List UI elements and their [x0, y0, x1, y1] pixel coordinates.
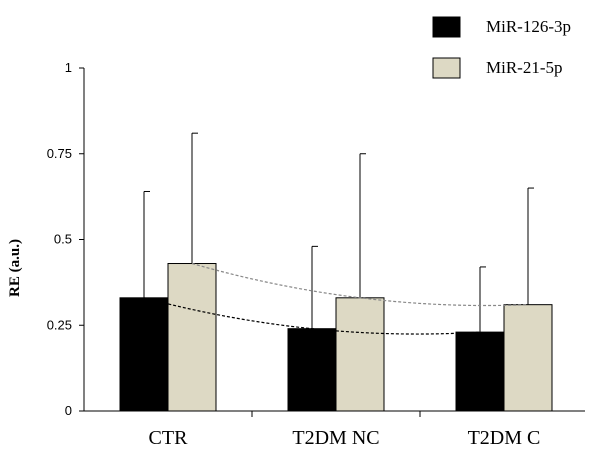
legend-label: MiR-21-5p [486, 58, 563, 77]
y-tick-label: 0 [65, 403, 72, 418]
y-tick-label: 0.75 [47, 146, 72, 161]
trendlines [143, 262, 529, 335]
y-tick-label: 0.5 [54, 232, 72, 247]
legend-swatch [432, 57, 461, 79]
y-axis-label: RE (a.u.) [7, 239, 23, 297]
trendline-mir-21-5p [191, 262, 529, 307]
x-category-label: CTR [149, 427, 189, 449]
bar-mir-126-3p-t2dm-nc [287, 328, 337, 412]
bar-mir-21-5p-ctr [167, 263, 217, 412]
x-axis-categories: CTR T2DM NC T2DM C [149, 427, 541, 449]
bar-mir-21-5p-t2dm-c [503, 304, 553, 412]
y-axis-ticks: 0 0.25 0.5 0.75 1 [47, 60, 84, 418]
x-category-label: T2DM C [468, 427, 541, 449]
legend: MiR-126-3p MiR-21-5p [432, 16, 571, 79]
legend-label: MiR-126-3p [486, 17, 571, 36]
trendline-mir-126-3p [143, 297, 481, 335]
bar-mir-126-3p-t2dm-c [455, 331, 505, 412]
bar-mir-21-5p-t2dm-nc [335, 297, 385, 412]
bar-mir-126-3p-ctr [119, 297, 169, 412]
error-bars [143, 132, 534, 333]
y-tick-label: 0.25 [47, 317, 72, 332]
legend-swatch [432, 16, 461, 38]
bars [119, 263, 553, 412]
y-tick-label: 1 [65, 60, 72, 75]
x-category-label: T2DM NC [292, 427, 379, 449]
